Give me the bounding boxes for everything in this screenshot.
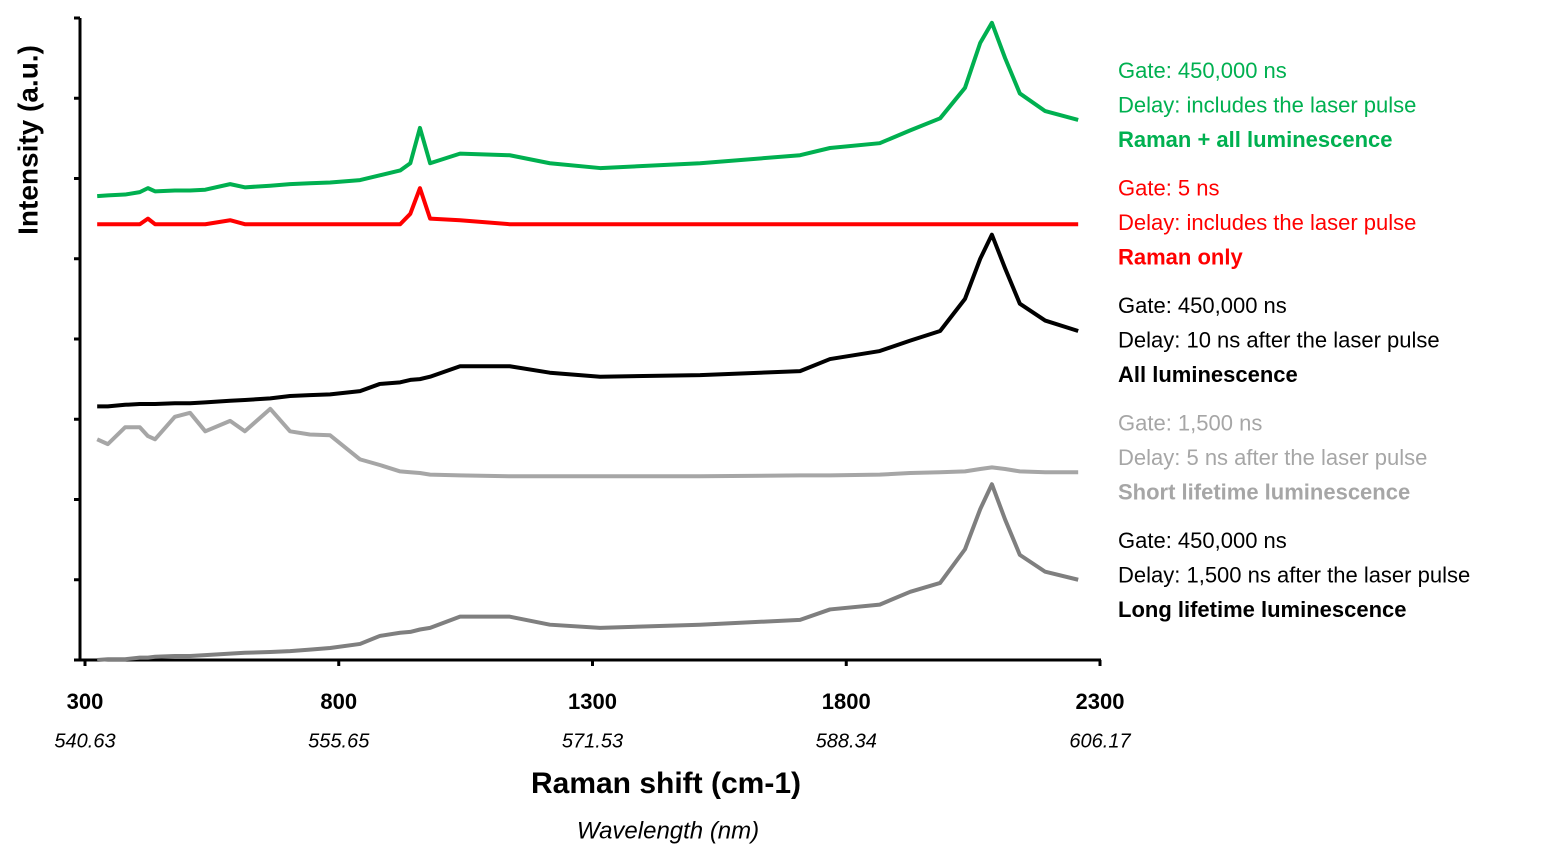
legend-delay: Delay: 1,500 ns after the laser pulse — [1118, 562, 1470, 587]
series-line — [97, 232, 1079, 409]
legend-delay: Delay: includes the laser pulse — [1118, 92, 1416, 117]
x2-tick-label: 588.34 — [816, 730, 877, 752]
legend-gate: Gate: 450,000 ns — [1118, 528, 1287, 553]
y-axis-title: Intensity (a.u.) — [12, 45, 43, 235]
series-line — [97, 20, 1079, 199]
legend-name: All luminescence — [1118, 362, 1298, 387]
legend-gate: Gate: 450,000 ns — [1118, 58, 1287, 83]
x-tick-label: 1800 — [822, 689, 871, 714]
x2-tick-label: 606.17 — [1069, 730, 1131, 752]
x2-tick-label: 571.53 — [562, 730, 623, 752]
legend-gate: Gate: 1,500 ns — [1118, 410, 1262, 435]
series-line — [97, 186, 1079, 227]
legend-name: Short lifetime luminescence — [1118, 479, 1410, 504]
x-tick-label: 1300 — [568, 689, 617, 714]
legend-delay: Delay: 5 ns after the laser pulse — [1118, 445, 1427, 470]
series-line — [97, 482, 1079, 662]
x-axis-title: Raman shift (cm-1) — [531, 767, 801, 800]
x-tick-label: 800 — [320, 689, 357, 714]
x-tick-label: 300 — [67, 689, 104, 714]
legend-name: Long lifetime luminescence — [1118, 597, 1407, 622]
legend-name: Raman only — [1118, 244, 1243, 269]
legend-gate: Gate: 450,000 ns — [1118, 293, 1287, 318]
x-tick-label: 2300 — [1076, 689, 1125, 714]
legend-name: Raman + all luminescence — [1118, 127, 1393, 152]
x2-tick-label: 540.63 — [54, 730, 115, 752]
legend-delay: Delay: includes the laser pulse — [1118, 210, 1416, 235]
legend-delay: Delay: 10 ns after the laser pulse — [1118, 327, 1440, 352]
series-line — [96, 406, 1079, 479]
x2-axis-title: Wavelength (nm) — [577, 817, 759, 844]
legend-gate: Gate: 5 ns — [1118, 175, 1220, 200]
x2-tick-label: 555.65 — [308, 730, 370, 752]
